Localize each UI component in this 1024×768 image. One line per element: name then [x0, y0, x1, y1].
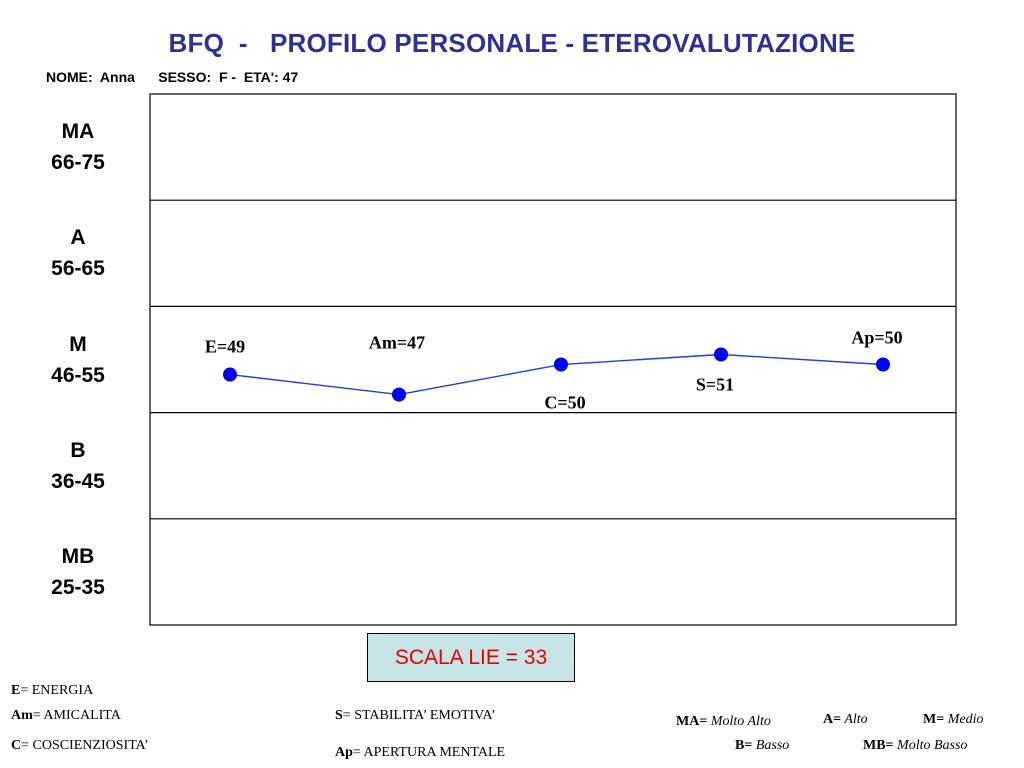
legend-text: Alto	[841, 712, 868, 727]
band-label-m: M 46-55	[30, 329, 126, 391]
legend-text: = COSCIENZIOSITA’	[21, 738, 149, 753]
chart-frame	[149, 93, 957, 626]
legend-key: MB=	[863, 738, 894, 753]
band-label-b: B 36-45	[30, 435, 126, 497]
legend-text: Molto Basso	[893, 738, 968, 753]
legend-dim-s: S= STABILITA’ EMOTIVA’	[335, 708, 496, 724]
legend-level-b: B= Basso	[735, 738, 789, 754]
subject-info: NOME: Anna SESSO: F - ETA': 47	[46, 69, 299, 85]
point-marker-am	[392, 387, 406, 402]
band-code: B	[70, 438, 86, 462]
legend-dim-c: C= COSCIENZIOSITA’	[11, 738, 149, 754]
legend-key: C	[11, 738, 22, 753]
band-range: 36-45	[51, 469, 105, 493]
band-code: A	[70, 226, 86, 250]
band-range: 66-75	[51, 151, 105, 175]
legend-text: Molto Alto	[707, 714, 771, 729]
band-range: 25-35	[51, 575, 105, 599]
legend-text: = STABILITA’ EMOTIVA’	[342, 708, 496, 723]
legend-key: B=	[735, 738, 753, 753]
legend-text: = APERTURA MENTALE	[352, 745, 506, 760]
point-label-am: Am=47	[369, 333, 425, 353]
legend-level-ma: MA= Molto Alto	[676, 714, 771, 730]
band-label-a: A 56-65	[30, 222, 126, 284]
band-code: MB	[61, 544, 95, 568]
point-marker-c	[554, 357, 568, 372]
legend-key: M=	[923, 712, 945, 727]
page-title: BFQ - PROFILO PERSONALE - ETEROVALUTAZIO…	[168, 28, 856, 58]
band-code: M	[69, 332, 87, 356]
legend-text: = ENERGIA	[20, 683, 94, 698]
legend-key: E	[11, 683, 21, 698]
band-label-ma: MA 66-75	[30, 116, 126, 178]
legend-key: Am	[11, 708, 33, 723]
legend-level-mb: MB= Molto Basso	[863, 738, 967, 754]
point-marker-s	[714, 347, 728, 362]
band-range: 46-55	[51, 363, 105, 387]
legend-level-a: A= Alto	[823, 712, 868, 728]
legend-text: Medio	[944, 712, 984, 727]
legend-dim-e: E= ENERGIA	[11, 683, 93, 699]
legend-dim-ap: Ap= APERTURA MENTALE	[335, 745, 505, 761]
legend-level-m: M= Medio	[923, 712, 983, 728]
legend-key: A=	[823, 712, 842, 727]
band-code: MA	[61, 120, 95, 144]
legend-key: Ap	[335, 745, 353, 760]
band-range: 56-65	[51, 257, 105, 281]
legend-text: Basso	[752, 738, 790, 753]
point-label-s: S=51	[696, 374, 734, 394]
legend-text: = AMICALITA	[32, 708, 121, 723]
legend-key: MA=	[676, 714, 708, 729]
point-marker-e	[223, 367, 237, 382]
point-label-ap: Ap=50	[851, 328, 902, 348]
band-label-mb: MB 25-35	[30, 541, 126, 603]
legend-key: S	[335, 708, 343, 723]
lie-scale-box: SCALA LIE = 33	[367, 633, 575, 682]
point-label-c: C=50	[544, 393, 585, 413]
point-label-e: E=49	[205, 337, 245, 357]
point-marker-ap	[876, 357, 890, 372]
legend-dim-am: Am= AMICALITA	[11, 708, 121, 724]
